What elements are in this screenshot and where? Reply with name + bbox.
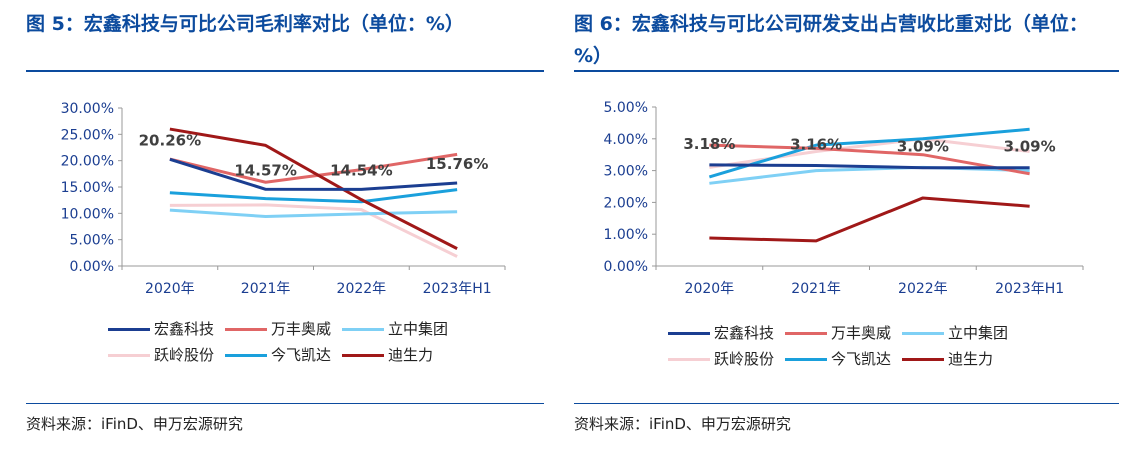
- x-tick-label: 2022年: [898, 281, 948, 297]
- legend-label: 今飞凯达: [831, 350, 892, 368]
- series-line: [169, 152, 458, 184]
- legend-swatch: [108, 328, 150, 331]
- legend-label: 迪生力: [948, 350, 994, 368]
- legend-swatch: [785, 358, 827, 361]
- data-label: 3.18%: [683, 135, 735, 153]
- legend-swatch: [342, 354, 384, 357]
- legend-item: 万丰奥威: [225, 318, 331, 340]
- gross-margin-line-chart: 0.00% 5.00% 10.00% 15.00% 20.00% 25.00% 30.00%…: [61, 101, 506, 297]
- y-tick-label: 2.00%: [604, 195, 648, 211]
- x-tick-label: 2021年: [791, 281, 841, 297]
- source-note: 资料来源：iFinD、申万宏源研究: [26, 415, 243, 433]
- source-note: 资料来源：iFinD、申万宏源研究: [574, 415, 791, 433]
- x-tick-label: 2020年: [145, 281, 195, 297]
- legend-swatch: [668, 358, 710, 361]
- x-tick-label: 2020年: [685, 281, 735, 297]
- y-tick-label: 20.00%: [61, 154, 114, 170]
- legend-item: 今飞凯达: [785, 348, 891, 370]
- legend-item: 跃岭股份: [668, 348, 774, 370]
- series-line: [169, 157, 458, 191]
- chart-title: 图 6：宏鑫科技与可比公司研发支出占营收比重对比（单位：%）: [574, 13, 1088, 67]
- legend-item: 立中集团: [342, 318, 448, 340]
- legend-label: 万丰奥威: [271, 320, 332, 338]
- series-line: [709, 165, 1030, 185]
- legend-item: 宏鑫科技: [108, 318, 214, 340]
- rd-ratio-line-chart: 0.00% 1.00% 2.00% 3.00% 4.00% 5.00% 2020年 2021年…: [604, 100, 1084, 297]
- series-line: [709, 196, 1030, 243]
- legend-swatch: [902, 358, 944, 361]
- legend-swatch: [225, 328, 267, 331]
- legend-label: 跃岭股份: [714, 350, 775, 368]
- series-line: [709, 143, 1030, 176]
- legend-label: 迪生力: [388, 346, 434, 364]
- x-tick-label: 2023年H1: [995, 281, 1064, 297]
- left-chart-panel: 图 5：宏鑫科技与可比公司毛利率对比（单位：%） 0.00% 5.00% 10.00…: [0, 0, 560, 460]
- legend-swatch: [668, 332, 710, 335]
- series-line: [169, 203, 458, 258]
- chart-title: 图 5：宏鑫科技与可比公司毛利率对比（单位：%）: [26, 13, 464, 35]
- y-tick-label: 30.00%: [61, 101, 114, 117]
- y-tick-label: 0.00%: [70, 259, 114, 275]
- x-tick-label: 2022年: [337, 281, 387, 297]
- legend-item: 迪生力: [342, 344, 433, 366]
- y-tick-label: 0.00%: [604, 259, 648, 275]
- data-label: 3.09%: [1004, 138, 1056, 156]
- legend-swatch: [785, 332, 827, 335]
- series-line: [169, 188, 458, 204]
- legend-swatch: [225, 354, 267, 357]
- y-tick-label: 4.00%: [604, 132, 648, 148]
- series-line: [169, 208, 458, 218]
- legend-item: 立中集团: [902, 322, 1008, 344]
- data-label: 14.54%: [330, 161, 392, 179]
- right-chart-panel: 图 6：宏鑫科技与可比公司研发支出占营收比重对比（单位：%） 0.00% 1.00…: [568, 0, 1134, 460]
- legend-item: 跃岭股份: [108, 344, 214, 366]
- legend-item: 迪生力: [902, 348, 993, 370]
- series-line: [708, 127, 1030, 179]
- legend-label: 宏鑫科技: [154, 320, 215, 338]
- data-label: 14.57%: [234, 161, 296, 179]
- data-label: 15.76%: [426, 155, 488, 173]
- footer-divider: [574, 403, 1119, 404]
- legend-label: 立中集团: [948, 324, 1009, 342]
- y-tick-label: 25.00%: [61, 127, 114, 143]
- footer-divider: [26, 403, 544, 404]
- legend-item: 今飞凯达: [225, 344, 331, 366]
- y-tick-label: 3.00%: [604, 164, 648, 180]
- y-tick-label: 15.00%: [61, 180, 114, 196]
- legend-label: 跃岭股份: [154, 346, 215, 364]
- series-line: [709, 137, 1030, 169]
- series-line: [169, 127, 458, 250]
- legend-label: 立中集团: [388, 320, 449, 338]
- legend-swatch: [902, 332, 944, 335]
- y-tick-label: 10.00%: [61, 206, 114, 222]
- y-tick-label: 5.00%: [604, 100, 648, 116]
- y-tick-label: 5.00%: [70, 233, 114, 249]
- data-label: 3.16%: [790, 136, 842, 154]
- x-tick-label: 2023年H1: [423, 281, 492, 297]
- legend-label: 万丰奥威: [831, 324, 892, 342]
- legend-swatch: [342, 328, 384, 331]
- series-line: [709, 163, 1030, 170]
- title-divider: [26, 70, 544, 72]
- data-label: 3.09%: [897, 138, 949, 156]
- title-divider: [574, 70, 1119, 72]
- data-label: 20.26%: [139, 131, 201, 149]
- x-tick-label: 2021年: [241, 281, 291, 297]
- legend-item: 万丰奥威: [785, 322, 891, 344]
- legend-swatch: [108, 354, 150, 357]
- legend-item: 宏鑫科技: [668, 322, 774, 344]
- legend-label: 今飞凯达: [271, 346, 332, 364]
- y-tick-label: 1.00%: [604, 227, 648, 243]
- legend-label: 宏鑫科技: [714, 324, 775, 342]
